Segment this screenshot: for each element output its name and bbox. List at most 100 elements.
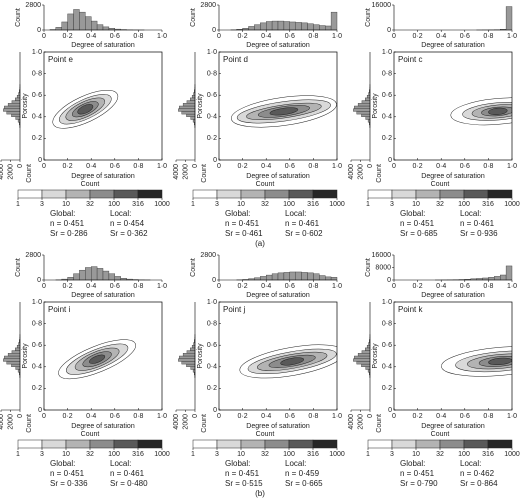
x-tick-label: 4000 bbox=[0, 414, 5, 430]
hist-bar bbox=[271, 273, 279, 281]
y-tick-label: 0·4 bbox=[207, 114, 217, 121]
axis-label: Count bbox=[365, 8, 372, 27]
x-tick-label: 1·0 bbox=[157, 413, 167, 420]
colorbar-tick-label: 3 bbox=[40, 201, 44, 208]
contour bbox=[89, 354, 106, 364]
stats-value: Sr = 0·936 bbox=[460, 229, 498, 238]
hist-bar bbox=[3, 108, 21, 112]
hist-bar bbox=[181, 111, 196, 115]
x-tick-label: 0·8 bbox=[133, 33, 143, 40]
axis-label: Count bbox=[201, 414, 208, 433]
hist-bar bbox=[365, 97, 371, 101]
hist-bar bbox=[85, 267, 92, 281]
hist-bar bbox=[186, 100, 196, 104]
axis-label: Degree of saturation bbox=[421, 42, 485, 49]
x-tick-label: 0·6 bbox=[110, 163, 120, 170]
stats-value: Sr = 0·864 bbox=[460, 479, 498, 488]
colorbar-segment bbox=[415, 189, 441, 199]
hist-bar bbox=[301, 272, 308, 281]
colorbar-tick-label: 316 bbox=[307, 201, 319, 208]
stats-value: n = 0·451 bbox=[50, 469, 85, 478]
x-tick-label: 0·4 bbox=[261, 33, 271, 40]
y-tick-label: 0·6 bbox=[382, 92, 392, 99]
y-tick-label: 1·0 bbox=[32, 49, 42, 56]
hist-bar bbox=[4, 105, 21, 109]
x-tick-label: 0·8 bbox=[483, 283, 493, 290]
x-tick-label: 0 bbox=[17, 164, 24, 168]
x-tick-label: 4000 bbox=[0, 164, 5, 180]
axis-label: Porosity bbox=[22, 93, 29, 119]
stats-title: Global: bbox=[225, 209, 250, 218]
colorbar-tick-label: 3 bbox=[390, 201, 394, 208]
contours bbox=[239, 344, 337, 379]
hist-bar bbox=[353, 108, 371, 112]
hist-bar bbox=[313, 24, 320, 31]
x-tick-label: 0·6 bbox=[285, 33, 295, 40]
y-tick-label: 2800 bbox=[200, 252, 216, 259]
x-tick-label: 0 bbox=[217, 163, 221, 170]
colorbar-tick-label: 10 bbox=[412, 201, 420, 208]
hist-bar bbox=[178, 108, 196, 112]
x-tick-label: 0·2 bbox=[63, 283, 73, 290]
plot-frame bbox=[393, 51, 513, 161]
contours bbox=[52, 89, 119, 129]
hist-bar bbox=[289, 271, 296, 281]
colorbar-tick-label: 32 bbox=[86, 201, 94, 208]
hist-bar bbox=[325, 276, 332, 281]
hist-bar bbox=[179, 355, 196, 359]
hist-bar bbox=[61, 21, 68, 31]
x-tick-label: 0 bbox=[42, 163, 46, 170]
axis-label: Degree of saturation bbox=[421, 173, 485, 180]
axis-label: Count bbox=[365, 258, 372, 277]
hist-bar bbox=[7, 353, 21, 357]
colorbar-tick-label: 32 bbox=[86, 451, 94, 458]
x-tick-label: 0·8 bbox=[308, 283, 318, 290]
y-tick-label: 1·0 bbox=[207, 299, 217, 306]
hist-bar bbox=[55, 27, 62, 31]
stats-value: n = 0·461 bbox=[460, 219, 495, 228]
hist-bar bbox=[356, 361, 371, 365]
hist-bar bbox=[11, 113, 21, 117]
y-tick-label: 2800 bbox=[25, 252, 41, 259]
hist-bar bbox=[96, 24, 104, 31]
hist-bar bbox=[365, 366, 371, 370]
panel-title: Point c bbox=[398, 55, 422, 64]
stats-value: n = 0·451 bbox=[400, 219, 435, 228]
y-tick-label: 16000 bbox=[372, 2, 392, 9]
x-tick-label: 0·6 bbox=[285, 413, 295, 420]
hist-bar bbox=[90, 20, 98, 31]
y-tick-label: 0·6 bbox=[207, 92, 217, 99]
axis-label: Degree of saturation bbox=[246, 292, 310, 299]
stats-value: n = 0·454 bbox=[110, 219, 145, 228]
x-tick-label: 0 bbox=[367, 164, 374, 168]
axis-label: Degree of saturation bbox=[246, 423, 310, 430]
hist-bar bbox=[16, 94, 21, 99]
y-tick-label: 0·2 bbox=[32, 135, 42, 142]
colorbar-tick-label: 3 bbox=[40, 451, 44, 458]
x-tick-label: 0 bbox=[17, 414, 24, 418]
hist-bar bbox=[190, 347, 196, 351]
x-tick-label: 4000 bbox=[173, 414, 180, 430]
colorbar-tick-label: 316 bbox=[307, 451, 319, 458]
y-tick-label: 1·0 bbox=[382, 299, 392, 306]
x-tick-label: 0·6 bbox=[460, 33, 470, 40]
stats-title: Local: bbox=[460, 209, 481, 218]
x-tick-label: 1·0 bbox=[332, 413, 342, 420]
hist-bar bbox=[307, 23, 314, 31]
colorbar-tick-label: 1 bbox=[366, 451, 370, 458]
hist-bar bbox=[190, 116, 196, 120]
axis-label: Degree of saturation bbox=[421, 292, 485, 299]
colorbar-segment bbox=[65, 189, 91, 199]
colorbar-tick-label: 1000 bbox=[329, 201, 345, 208]
y-tick-label: 0·8 bbox=[32, 70, 42, 77]
hist-bar bbox=[3, 358, 21, 362]
y-tick-label: 0 bbox=[213, 407, 217, 414]
x-tick-label: 2000 bbox=[357, 164, 364, 180]
x-tick-label: 0·4 bbox=[261, 163, 271, 170]
hist-bar bbox=[114, 276, 121, 281]
colorbar-tick-label: 10 bbox=[237, 451, 245, 458]
colorbar-tick-label: 1 bbox=[191, 201, 195, 208]
hist-bar bbox=[73, 273, 80, 281]
hist-bar bbox=[283, 272, 290, 281]
hist-bar bbox=[15, 97, 21, 101]
